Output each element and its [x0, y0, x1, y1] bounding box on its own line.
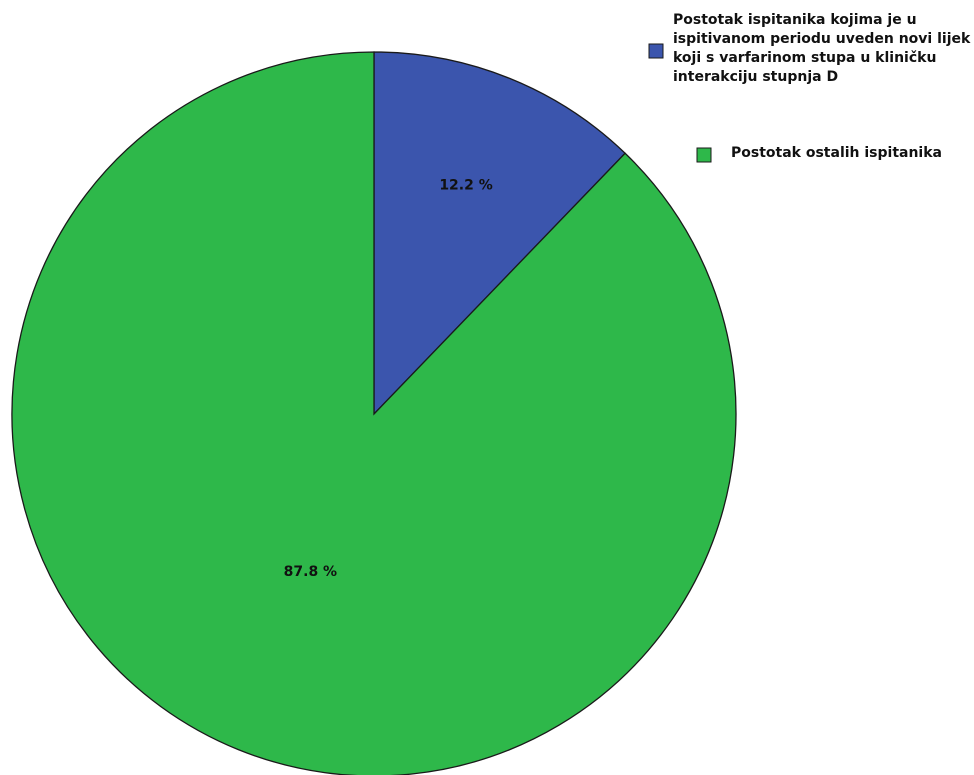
legend-label-2: Postotak ostalih ispitanika	[731, 145, 942, 161]
pie-slice-1	[373, 51, 627, 416]
legend: Postotak ispitanika kojima je u ispitivan…	[648, 12, 971, 163]
legend-label-1: Postotak ispitanika kojima je u ispitivan…	[673, 12, 971, 85]
pie-slices	[11, 51, 737, 775]
pie-data-labels: 12.2 % 87.8 %	[284, 178, 493, 580]
legend-item-1: Postotak ispitanika kojima je u ispitivan…	[648, 12, 971, 85]
legend-item-2: Postotak ostalih ispitanika	[696, 145, 942, 163]
pie-slice-2	[11, 51, 737, 775]
legend-swatch-1	[648, 43, 664, 59]
data-label-1: 12.2 %	[439, 178, 492, 194]
legend-swatch-2	[696, 147, 712, 163]
data-label-2: 87.8 %	[284, 564, 337, 580]
